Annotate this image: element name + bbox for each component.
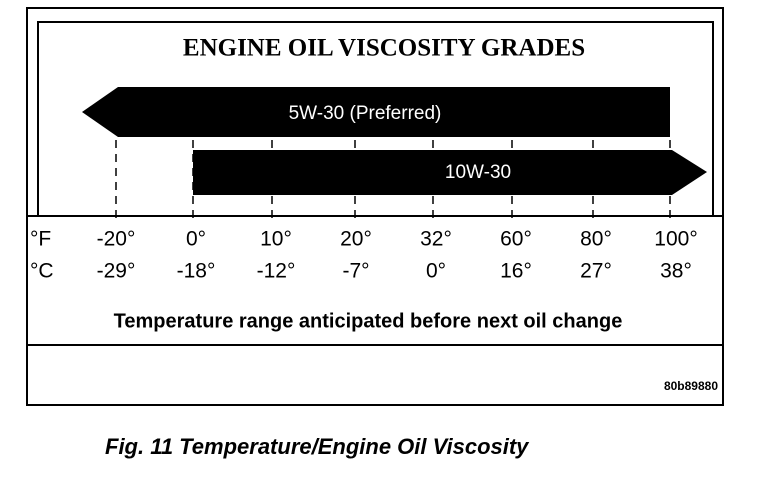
figure-caption: Fig. 11 Temperature/Engine Oil Viscosity xyxy=(105,434,530,459)
celsius-label: 0° xyxy=(426,260,446,283)
fahrenheit-label: 10° xyxy=(260,228,292,251)
celsius-label: 27° xyxy=(580,260,612,283)
fahrenheit-label: 20° xyxy=(340,228,372,251)
celsius-label: -18° xyxy=(177,260,216,283)
grade-label: 5W-30 (Preferred) xyxy=(289,103,442,124)
celsius-label: 38° xyxy=(660,260,692,283)
fahrenheit-label: 80° xyxy=(580,228,612,251)
temperature-labels: -20° 0° 10° 20° 32° 60° 80° 100° -29° -18° -12° -7°… xyxy=(97,228,698,283)
celsius-label: 16° xyxy=(500,260,532,283)
range-caption: Temperature range anticipated before nex… xyxy=(114,310,623,332)
code: 80b89880 xyxy=(664,379,718,393)
celsius-label: -29° xyxy=(97,260,136,283)
fahrenheit-label: 32° xyxy=(420,228,452,251)
grade-arrow xyxy=(82,87,670,137)
fahrenheit-label: 60° xyxy=(500,228,532,251)
celsius-label: -12° xyxy=(257,260,296,283)
fahrenheit-label: -20° xyxy=(97,228,136,251)
fahrenheit-label: 0° xyxy=(186,228,206,251)
outer-frame xyxy=(26,7,724,406)
unit-label: °F xyxy=(30,228,51,251)
grade-label: 10W-30 xyxy=(445,162,511,183)
grade-arrow xyxy=(193,150,707,195)
title: ENGINE OIL VISCOSITY GRADES xyxy=(183,35,585,62)
celsius-label: -7° xyxy=(342,260,369,283)
fahrenheit-label: 100° xyxy=(654,228,697,251)
unit-label: °C xyxy=(30,260,54,283)
